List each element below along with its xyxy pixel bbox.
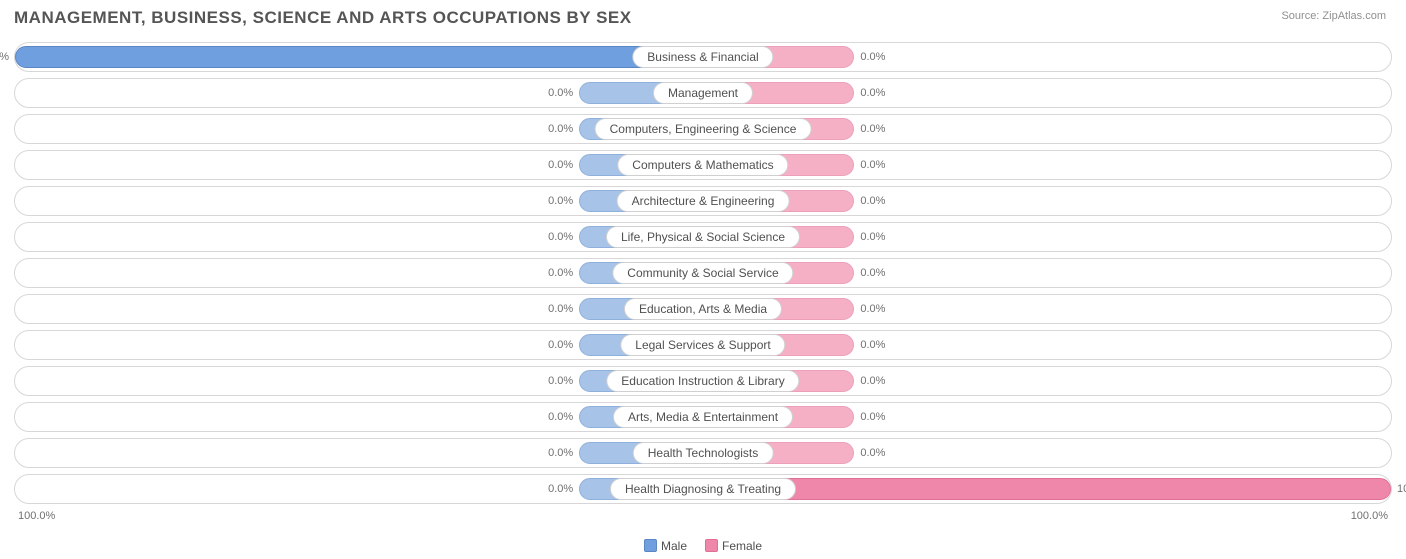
category-label: Community & Social Service xyxy=(612,262,793,284)
male-pct-label: 0.0% xyxy=(548,87,573,99)
male-pct-label: 0.0% xyxy=(548,267,573,279)
category-label: Health Diagnosing & Treating xyxy=(610,478,796,500)
female-pct-label: 0.0% xyxy=(860,195,885,207)
chart-row: 0.0% 0.0% Computers, Engineering & Science xyxy=(14,114,1392,144)
male-pct-label: 0.0% xyxy=(548,303,573,315)
male-pct-label: 0.0% xyxy=(548,411,573,423)
axis-right-label: 100.0% xyxy=(1351,510,1388,522)
female-pct-label: 0.0% xyxy=(860,375,885,387)
chart-row: 0.0% 0.0% Architecture & Engineering xyxy=(14,186,1392,216)
female-pct-label: 0.0% xyxy=(860,411,885,423)
male-pct-label: 0.0% xyxy=(548,483,573,495)
chart-row: 0.0% 0.0% Computers & Mathematics xyxy=(14,150,1392,180)
chart-source: Source: ZipAtlas.com xyxy=(1281,10,1386,22)
female-pct-label: 0.0% xyxy=(860,303,885,315)
chart-row: 0.0% 0.0% Education, Arts & Media xyxy=(14,294,1392,324)
axis-left-label: 100.0% xyxy=(18,510,55,522)
x-axis: 100.0% 100.0% xyxy=(14,510,1392,522)
chart-row: 100.0%0.0%Business & Financial xyxy=(14,42,1392,72)
chart-row: 0.0% 0.0% Life, Physical & Social Science xyxy=(14,222,1392,252)
chart-row: 0.0%100.0%Health Diagnosing & Treating xyxy=(14,474,1392,504)
category-label: Life, Physical & Social Science xyxy=(606,226,800,248)
chart-row: 0.0% 0.0% Education Instruction & Library xyxy=(14,366,1392,396)
male-pct-label: 0.0% xyxy=(548,195,573,207)
category-label: Health Technologists xyxy=(633,442,774,464)
male-swatch-icon xyxy=(644,539,657,552)
legend-female: Female xyxy=(705,539,762,553)
female-pct-label: 0.0% xyxy=(860,87,885,99)
chart-row: 0.0% 0.0% Legal Services & Support xyxy=(14,330,1392,360)
male-pct-label: 0.0% xyxy=(548,339,573,351)
legend-male-label: Male xyxy=(661,539,687,553)
male-pct-label: 0.0% xyxy=(548,375,573,387)
female-pct-label: 0.0% xyxy=(860,339,885,351)
category-label: Arts, Media & Entertainment xyxy=(613,406,793,428)
female-pct-label: 0.0% xyxy=(860,51,885,63)
female-pct-label: 0.0% xyxy=(860,123,885,135)
diverging-bar-chart: 100.0%0.0%Business & Financial0.0%0.0%Ma… xyxy=(14,42,1392,504)
category-label: Education, Arts & Media xyxy=(624,298,782,320)
chart-row: 0.0% 0.0% Health Technologists xyxy=(14,438,1392,468)
category-label: Architecture & Engineering xyxy=(617,190,790,212)
male-pct-label: 0.0% xyxy=(548,447,573,459)
category-label: Computers & Mathematics xyxy=(617,154,788,176)
category-label: Computers, Engineering & Science xyxy=(595,118,812,140)
category-label: Business & Financial xyxy=(632,46,773,68)
legend: Male Female xyxy=(644,539,762,553)
female-pct-label: 0.0% xyxy=(860,447,885,459)
chart-row: 0.0% 0.0% Management xyxy=(14,78,1392,108)
female-bar xyxy=(703,478,1391,500)
category-label: Education Instruction & Library xyxy=(606,370,799,392)
female-pct-label: 0.0% xyxy=(860,267,885,279)
male-bar xyxy=(15,46,703,68)
female-swatch-icon xyxy=(705,539,718,552)
category-label: Management xyxy=(653,82,753,104)
female-pct-label: 0.0% xyxy=(860,231,885,243)
legend-female-label: Female xyxy=(722,539,762,553)
male-pct-label: 0.0% xyxy=(548,159,573,171)
category-label: Legal Services & Support xyxy=(620,334,785,356)
chart-row: 0.0% 0.0% Arts, Media & Entertainment xyxy=(14,402,1392,432)
chart-title: MANAGEMENT, BUSINESS, SCIENCE AND ARTS O… xyxy=(14,8,1392,28)
male-pct-label: 0.0% xyxy=(548,123,573,135)
legend-male: Male xyxy=(644,539,687,553)
chart-row: 0.0% 0.0% Community & Social Service xyxy=(14,258,1392,288)
male-pct-label: 0.0% xyxy=(548,231,573,243)
female-pct-label: 0.0% xyxy=(860,159,885,171)
male-pct-label: 100.0% xyxy=(0,51,9,63)
female-pct-label: 100.0% xyxy=(1397,483,1406,495)
